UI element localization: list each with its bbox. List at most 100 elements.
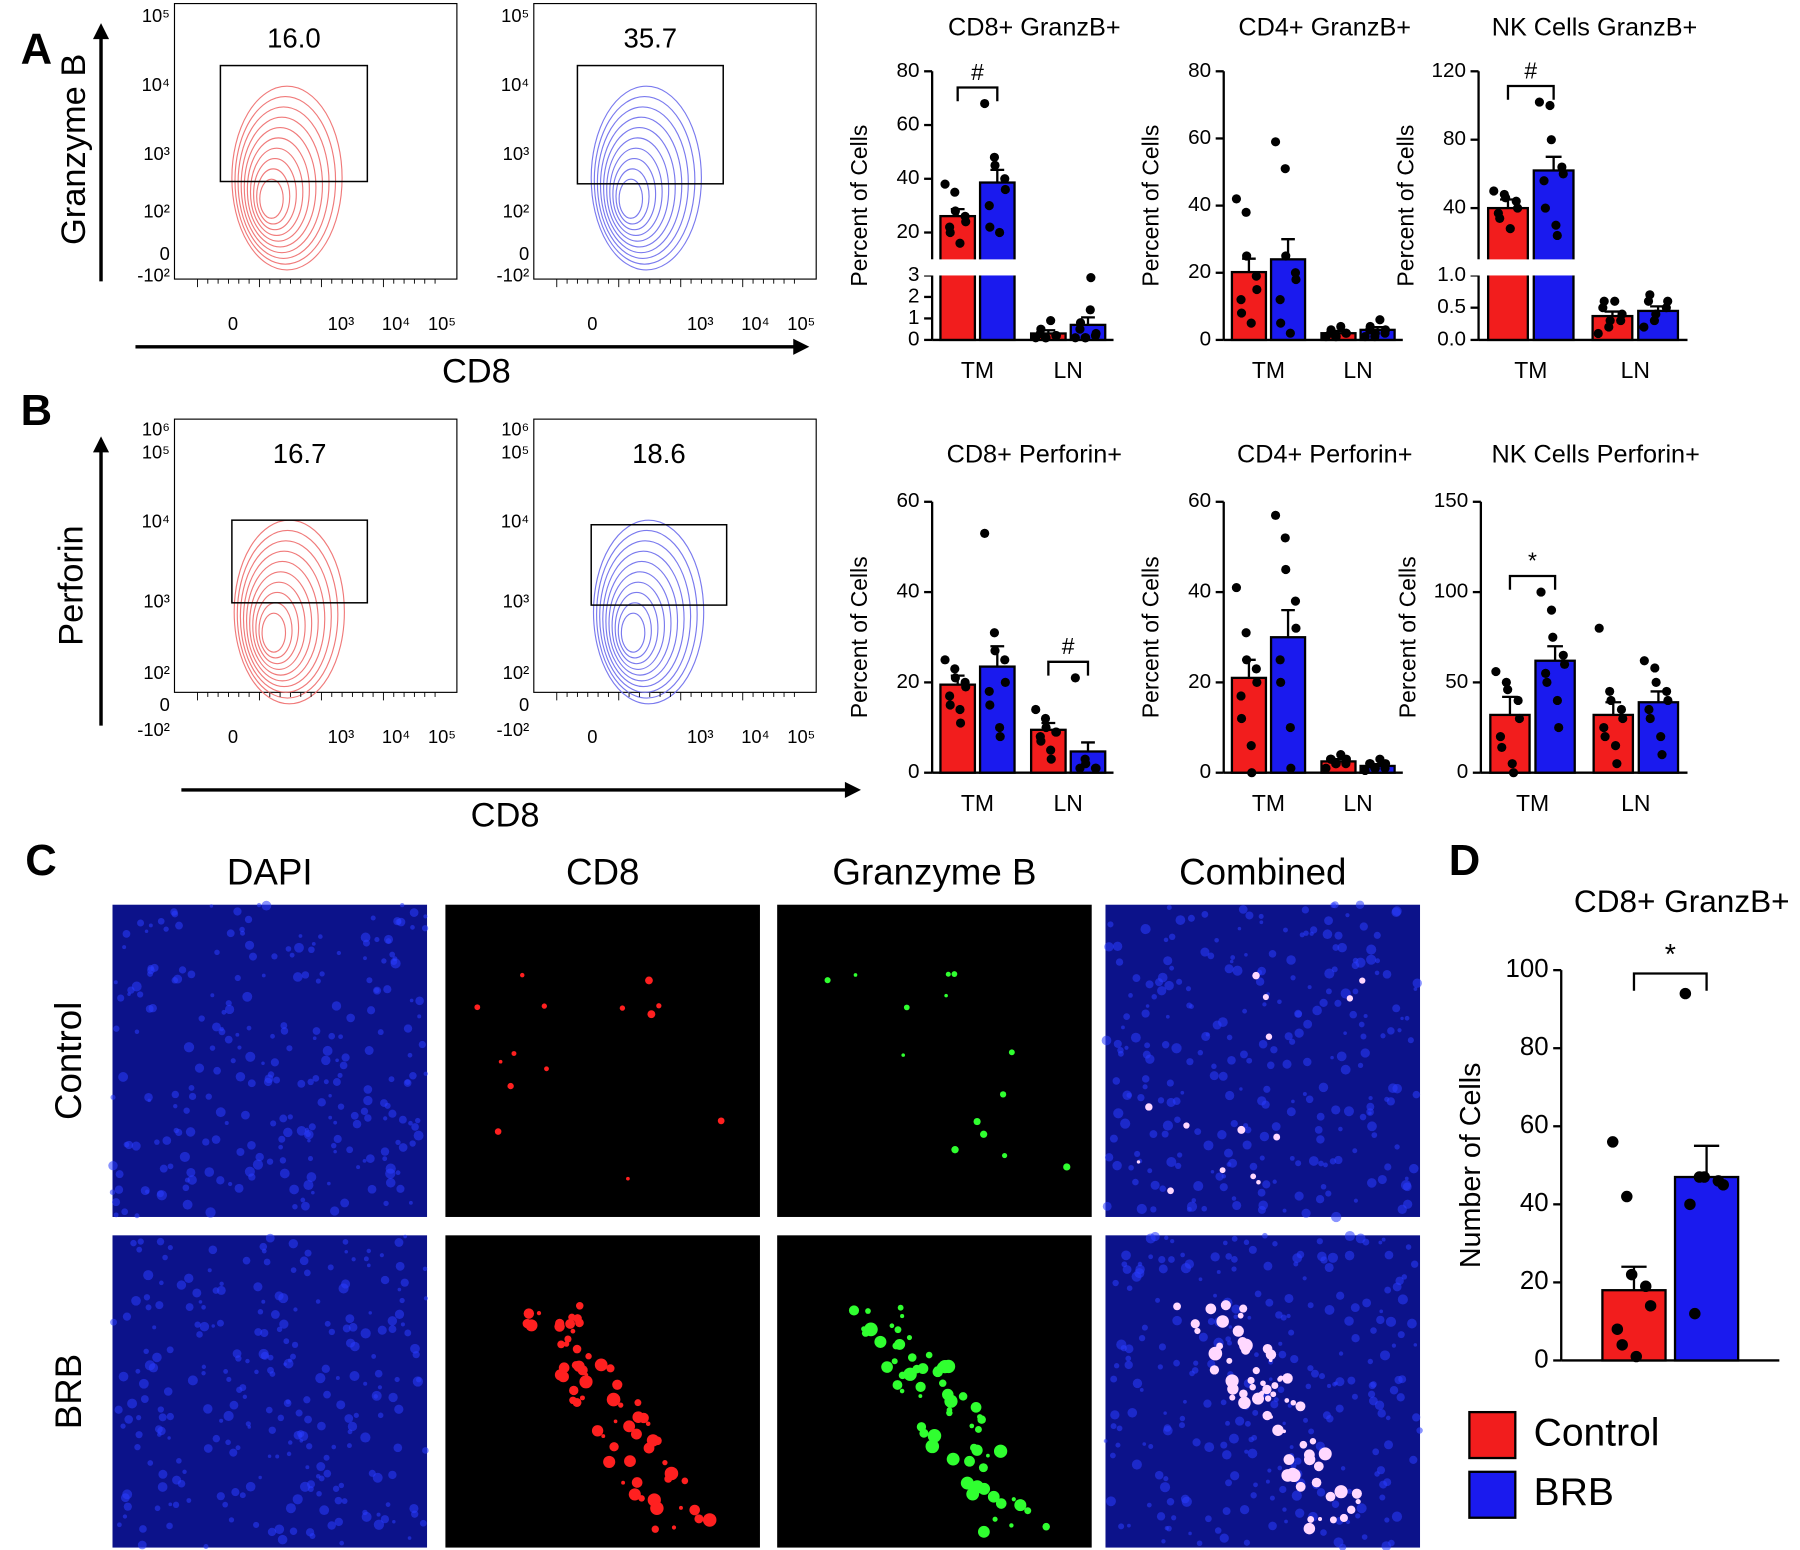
- nucleus: [332, 1078, 341, 1086]
- cell-signal: [861, 1329, 870, 1337]
- contour: [617, 602, 652, 659]
- nucleus: [392, 1520, 396, 1524]
- data-point: [980, 528, 990, 538]
- nucleus: [384, 1102, 391, 1109]
- nucleus: [1288, 1329, 1295, 1336]
- cell-signal: [1237, 1125, 1246, 1134]
- cell-signal: [520, 972, 525, 978]
- nucleus: [1330, 902, 1337, 909]
- data-point: [1539, 176, 1549, 186]
- nucleus: [346, 1013, 355, 1023]
- nucleus: [1147, 1168, 1153, 1174]
- panel-label: C: [25, 837, 57, 885]
- nucleus: [1225, 1479, 1233, 1487]
- nucleus: [1243, 1123, 1249, 1129]
- y-tick-label: -10²: [137, 719, 170, 740]
- cell-signal: [656, 1003, 662, 1009]
- y-tick-label: 0: [908, 760, 920, 783]
- nucleus: [1184, 1259, 1195, 1269]
- x-tick-label: 10³: [687, 313, 714, 334]
- cell-signal: [1216, 1315, 1229, 1328]
- cell-signal: [1239, 1304, 1248, 1313]
- nucleus: [331, 1001, 342, 1011]
- cell-signal: [1190, 1319, 1200, 1329]
- y-tick-label: 80: [1520, 1033, 1549, 1061]
- nucleus: [1337, 942, 1347, 953]
- nucleus: [408, 1200, 413, 1205]
- nucleus: [270, 1120, 277, 1127]
- nucleus: [1336, 1291, 1345, 1300]
- nucleus: [226, 929, 235, 938]
- data-point: [1557, 162, 1567, 172]
- data-point: [995, 227, 1005, 238]
- nucleus: [156, 1237, 165, 1246]
- nucleus: [266, 1158, 274, 1165]
- nucleus: [205, 1207, 216, 1218]
- nucleus: [230, 1058, 236, 1064]
- axis-label: CD8: [442, 352, 511, 390]
- nucleus: [235, 1071, 246, 1082]
- x-tick-label: 10⁴: [382, 726, 410, 747]
- cell-signal: [1271, 1382, 1279, 1390]
- nucleus: [1377, 1409, 1386, 1418]
- nucleus: [1289, 1155, 1295, 1161]
- cell-signal: [944, 993, 948, 998]
- nucleus: [1366, 1102, 1375, 1111]
- nucleus: [1361, 1534, 1368, 1540]
- nucleus: [388, 1109, 397, 1118]
- nucleus: [159, 1164, 168, 1173]
- nucleus: [335, 1375, 340, 1380]
- nucleus: [1308, 1156, 1319, 1166]
- nucleus: [1185, 986, 1192, 992]
- y-tick-label: 20: [897, 670, 920, 693]
- nucleus: [120, 1423, 126, 1429]
- nucleus: [374, 1369, 383, 1378]
- nucleus: [346, 1443, 352, 1449]
- nucleus: [1243, 1539, 1251, 1546]
- x-tick-label: TM: [961, 357, 994, 383]
- nucleus: [1166, 1497, 1175, 1506]
- data-point: [1046, 315, 1056, 326]
- nucleus: [137, 1238, 144, 1245]
- cell-signal: [619, 1005, 626, 1011]
- cell-signal: [987, 1490, 1000, 1503]
- nucleus: [337, 1103, 345, 1110]
- data-point: [1599, 296, 1609, 306]
- nucleus: [409, 1072, 417, 1080]
- data-point: [1236, 308, 1247, 318]
- cell-signal: [1359, 977, 1366, 984]
- nucleus: [1168, 1256, 1175, 1263]
- data-point: [1593, 328, 1603, 339]
- nucleus: [352, 1119, 362, 1129]
- y-tick-label: 10²: [503, 662, 530, 683]
- nucleus: [1295, 1508, 1305, 1518]
- contour: [237, 106, 330, 259]
- y-tick-label: 60: [897, 112, 920, 135]
- nucleus: [1232, 1200, 1242, 1211]
- y-tick-label: 10⁵: [142, 5, 170, 26]
- nucleus: [1289, 1445, 1294, 1449]
- chart-title: NK Cells Perforin+: [1491, 441, 1699, 469]
- nucleus: [226, 1376, 232, 1382]
- nucleus: [1367, 1121, 1377, 1132]
- nucleus: [1150, 1180, 1160, 1190]
- nucleus: [159, 1280, 164, 1286]
- contour: [615, 168, 650, 225]
- data-point: [1534, 97, 1545, 107]
- micrograph: [777, 904, 1092, 1217]
- data-point: [995, 731, 1005, 742]
- nucleus: [1322, 929, 1333, 940]
- nucleus: [317, 1421, 326, 1431]
- contour: [255, 591, 300, 665]
- x-tick-label: LN: [1054, 357, 1083, 383]
- nucleus: [1124, 1045, 1129, 1050]
- significance-mark: #: [971, 59, 984, 85]
- nucleus: [1368, 1381, 1376, 1390]
- cell-signal: [1241, 1345, 1251, 1355]
- data-point: [1341, 328, 1351, 338]
- cell-signal: [1009, 1523, 1014, 1528]
- data-point: [1251, 664, 1261, 674]
- x-tick-label: 10⁵: [787, 726, 815, 747]
- nucleus: [219, 1418, 224, 1423]
- nucleus: [1325, 1190, 1332, 1197]
